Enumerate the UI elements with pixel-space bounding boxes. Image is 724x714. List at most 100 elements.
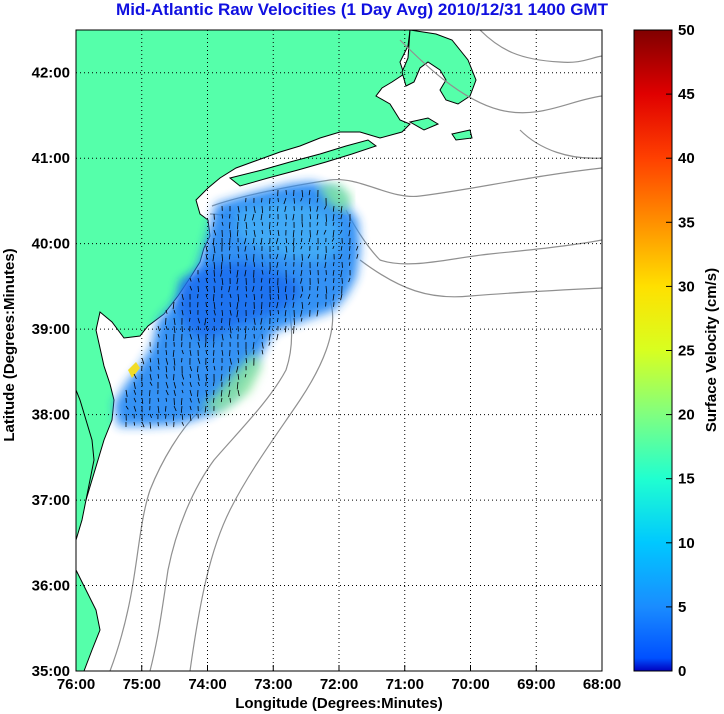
velocity-vector — [173, 365, 175, 371]
velocity-vector — [284, 325, 287, 333]
velocity-vector — [339, 253, 343, 260]
velocity-vector — [325, 213, 327, 222]
velocity-vector — [301, 285, 303, 292]
velocity-vector — [268, 341, 271, 346]
velocity-vector — [253, 325, 255, 331]
velocity-vector — [213, 397, 215, 403]
y-tick-label: 36:00 — [32, 578, 70, 595]
velocity-vector — [221, 309, 224, 316]
land-outer-banks — [76, 569, 101, 671]
velocity-vector — [165, 325, 168, 330]
velocity-vector — [300, 237, 303, 243]
velocity-vector — [181, 309, 184, 316]
velocity-vector — [149, 373, 152, 381]
velocity-vector — [325, 285, 328, 294]
velocity-vector — [205, 389, 208, 398]
velocity-vector — [300, 197, 303, 202]
velocity-vector — [269, 197, 271, 204]
velocity-vector — [205, 301, 207, 307]
velocity-vector — [356, 245, 359, 251]
velocity-vector — [205, 293, 208, 298]
velocity-vector — [316, 205, 319, 212]
map-grid — [76, 30, 602, 672]
velocity-vector — [333, 277, 335, 284]
velocity-vector — [228, 373, 231, 381]
velocity-vector — [309, 213, 312, 220]
velocity-vector — [244, 261, 247, 267]
velocity-vector — [316, 285, 319, 291]
velocity-vector — [180, 397, 183, 406]
velocity-vector — [173, 357, 176, 366]
x-tick-label: 68:00 — [583, 676, 621, 693]
velocity-vector — [260, 277, 263, 283]
velocity-vector — [212, 253, 215, 262]
velocity-vector — [173, 317, 176, 325]
velocity-vector — [213, 309, 216, 316]
velocity-vector — [220, 397, 223, 403]
velocity-vector — [220, 261, 223, 270]
velocity-vector — [309, 205, 311, 212]
velocity-vector — [213, 293, 215, 302]
y-tick-label: 42:00 — [32, 65, 70, 82]
velocity-vector — [189, 413, 192, 421]
velocity-vector — [173, 309, 176, 314]
velocity-vector — [205, 269, 208, 275]
colorbar-tick-label: 20 — [678, 407, 695, 424]
velocity-vector — [228, 245, 231, 251]
y-axis-ticks: 35:00 36:00 37:00 38:00 39:00 40:00 41:00 42:00 — [32, 65, 70, 680]
velocity-vector — [244, 213, 247, 222]
velocity-vector — [260, 309, 263, 316]
velocity-vector — [149, 421, 152, 429]
velocity-vector — [308, 301, 311, 306]
colorbar-gradient — [633, 29, 673, 672]
velocity-vector — [229, 229, 232, 238]
velocity-vector — [173, 389, 176, 396]
velocity-vector — [173, 373, 175, 381]
velocity-vector — [260, 285, 263, 291]
velocity-vector — [316, 309, 319, 317]
velocity-vector — [261, 341, 264, 349]
velocity-vector — [165, 317, 167, 325]
velocity-vector — [260, 325, 263, 330]
velocity-vector — [332, 269, 335, 276]
velocity-vector — [149, 365, 152, 372]
velocity-vector — [229, 397, 231, 403]
velocity-vector — [332, 213, 335, 222]
colorbar-tick-label: 35 — [678, 214, 695, 231]
velocity-vector — [252, 285, 255, 292]
velocity-vector — [340, 293, 343, 301]
velocity-vector — [229, 269, 232, 274]
land-northeast — [76, 30, 411, 531]
velocity-vector — [301, 221, 303, 228]
velocity-vector — [237, 349, 239, 355]
velocity-vector — [212, 357, 215, 364]
velocity-vector — [261, 221, 264, 226]
velocity-vector — [307, 293, 311, 300]
y-tick-label: 38:00 — [32, 407, 70, 424]
colorbar-ticks: 0 5 10 15 20 25 30 35 40 45 50 — [666, 22, 695, 680]
x-tick-label: 69:00 — [517, 676, 555, 693]
velocity-vector — [253, 245, 256, 251]
velocity-vector — [308, 237, 311, 243]
velocity-vector — [181, 357, 183, 363]
velocity-vector — [261, 333, 264, 339]
velocity-vector — [220, 389, 223, 397]
velocity-vector — [221, 317, 223, 323]
velocity-vector — [197, 285, 199, 293]
velocity-vector — [348, 229, 351, 237]
velocity-vector — [292, 301, 295, 308]
velocity-vector — [212, 237, 215, 246]
velocity-vector — [284, 317, 287, 323]
velocity-vector — [237, 221, 239, 230]
velocity-vector — [197, 373, 200, 381]
velocity-vector — [189, 285, 193, 291]
velocity-vector — [261, 197, 263, 203]
velocity-vector — [253, 293, 256, 301]
velocity-vector — [349, 261, 351, 266]
velocity-vector — [309, 229, 311, 238]
x-tick-label: 75:00 — [123, 676, 161, 693]
colorbar-tick-label: 45 — [678, 86, 695, 103]
velocity-vector — [277, 285, 280, 294]
velocity-vector — [285, 293, 288, 300]
velocity-vector — [165, 389, 169, 396]
